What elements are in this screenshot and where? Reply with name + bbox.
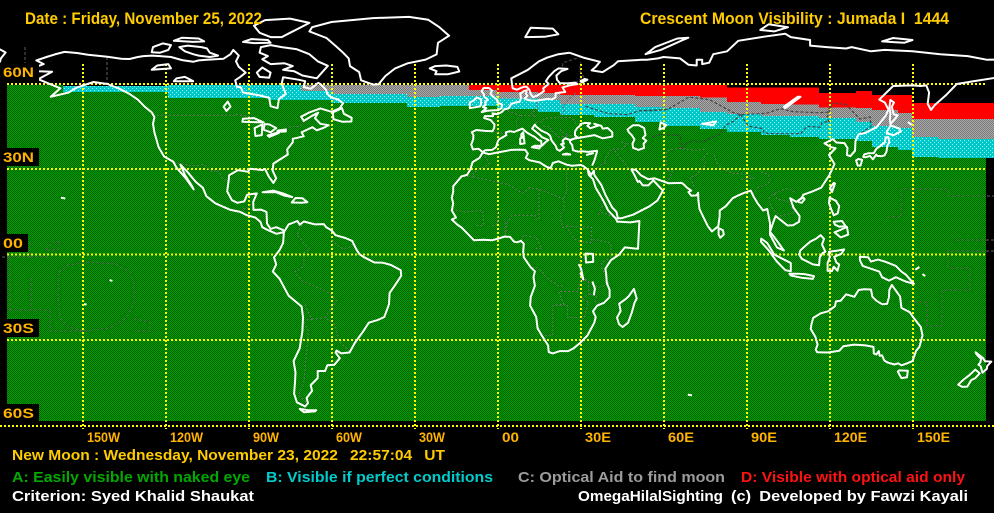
svg-text:150W: 150W xyxy=(87,429,121,445)
svg-text:00: 00 xyxy=(502,429,519,445)
svg-text:120W: 120W xyxy=(170,429,204,445)
svg-text:30W: 30W xyxy=(419,429,446,445)
svg-text:60W: 60W xyxy=(336,429,363,445)
svg-text:30E: 30E xyxy=(585,429,611,445)
svg-text:30N: 30N xyxy=(3,149,34,165)
svg-text:150E: 150E xyxy=(917,429,950,445)
svg-text:60S: 60S xyxy=(3,405,34,421)
svg-text:30S: 30S xyxy=(3,320,34,336)
svg-text:120E: 120E xyxy=(834,429,867,445)
svg-text:60N: 60N xyxy=(3,64,34,80)
svg-text:90E: 90E xyxy=(751,429,777,445)
svg-text:00: 00 xyxy=(3,235,23,251)
svg-text:90W: 90W xyxy=(253,429,280,445)
svg-text:60E: 60E xyxy=(668,429,694,445)
